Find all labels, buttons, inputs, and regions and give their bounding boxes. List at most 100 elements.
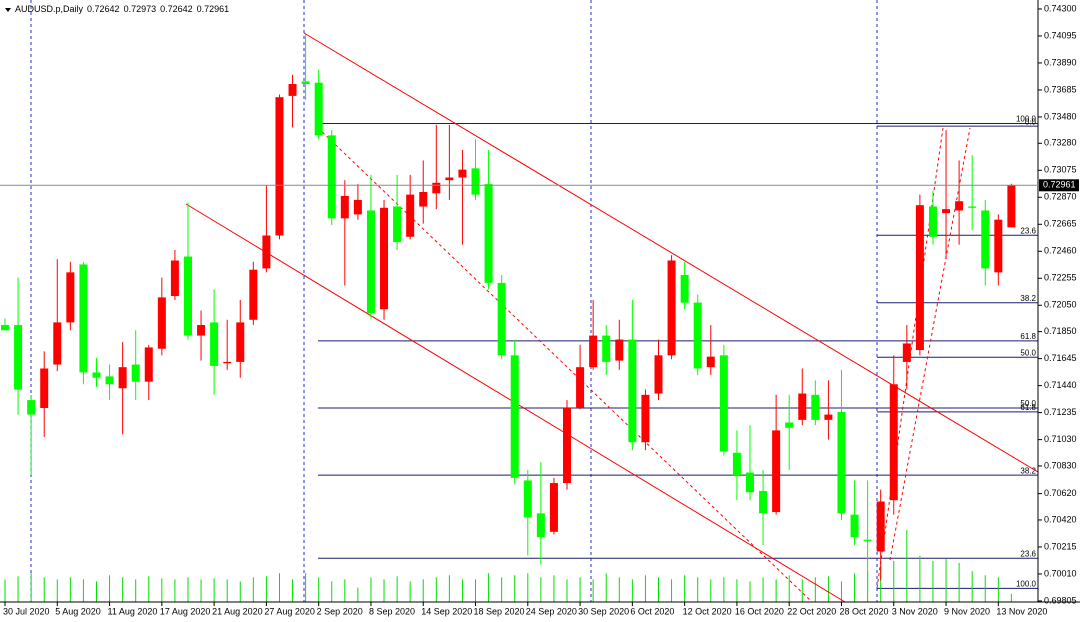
candle-body xyxy=(785,422,794,428)
y-tick-label: 0.69805 xyxy=(1044,595,1077,605)
low-value: 0.72642 xyxy=(160,4,193,14)
x-tick-label: 2 Sep 2020 xyxy=(317,606,363,616)
y-tick-label: 0.73075 xyxy=(1044,165,1077,175)
x-tick-label: 6 Oct 2020 xyxy=(630,606,674,616)
candle-body xyxy=(549,483,558,532)
candle-body xyxy=(745,472,754,493)
candle-body xyxy=(510,355,519,478)
fib-level-label: 100.0 xyxy=(1016,580,1037,589)
fib-level-label: 61.8 xyxy=(1020,332,1036,341)
candle-body xyxy=(288,84,297,96)
candle-body xyxy=(576,367,585,409)
candle-body xyxy=(53,322,62,365)
y-tick-label: 0.71645 xyxy=(1044,353,1077,363)
candle-body xyxy=(144,347,153,382)
candle-body xyxy=(79,264,88,373)
candles-layer xyxy=(1,32,1016,590)
x-tick-label: 17 Aug 2020 xyxy=(160,606,211,616)
candle-body xyxy=(223,361,232,364)
candle-body xyxy=(419,192,428,207)
candle-body xyxy=(850,514,859,538)
chart-header: AUDUSD.p,Daily 0.72642 0.72973 0.72642 0.729… xyxy=(15,4,229,14)
current-price-box xyxy=(1039,179,1079,192)
candle-body xyxy=(889,384,898,501)
candle-body xyxy=(798,393,807,420)
candle-body xyxy=(118,367,127,389)
candle-body xyxy=(275,97,284,236)
period-separators xyxy=(30,0,878,602)
axis-layer: 0.74300 0.74095 0.73890 0.73685 0.73480 0.732… xyxy=(0,3,1079,616)
candle-body xyxy=(523,480,532,518)
candle-body xyxy=(445,177,454,181)
candle-body xyxy=(902,343,911,362)
candle-body xyxy=(968,206,977,208)
candle-body xyxy=(432,182,441,194)
fib-level-label: 23.6 xyxy=(1020,549,1036,558)
y-tick-label: 0.74095 xyxy=(1044,30,1077,40)
candle-body xyxy=(732,452,741,476)
fib-level-label: 0.0 xyxy=(1025,117,1037,126)
y-tick-label: 0.71440 xyxy=(1044,380,1077,390)
candle-body xyxy=(131,364,140,382)
candle-body xyxy=(484,184,493,283)
candle-body xyxy=(92,372,101,378)
candle-body xyxy=(183,256,192,336)
candle-body xyxy=(680,274,689,303)
y-tick-label: 0.70620 xyxy=(1044,488,1077,498)
candle-body xyxy=(366,210,375,314)
x-tick-label: 12 Oct 2020 xyxy=(683,606,732,616)
candle-body xyxy=(928,206,937,237)
candle-body xyxy=(824,414,833,420)
candle-body xyxy=(1007,185,1016,228)
candle-body xyxy=(628,339,637,443)
candle-body xyxy=(667,260,676,356)
y-tick-label: 0.72460 xyxy=(1044,246,1077,256)
candle-body xyxy=(157,297,166,349)
candle-body xyxy=(955,201,964,211)
candle-body xyxy=(536,513,545,538)
candle-body xyxy=(641,394,650,443)
x-tick-label: 3 Nov 2020 xyxy=(892,606,938,616)
candle-body xyxy=(772,430,781,513)
candle-body xyxy=(40,368,49,409)
candle-body xyxy=(458,169,467,178)
channel-upper xyxy=(303,32,1039,473)
y-tick-label: 0.70420 xyxy=(1044,514,1077,524)
candle-body xyxy=(353,199,362,215)
candle-body xyxy=(602,335,611,362)
candle-body xyxy=(693,302,702,369)
candle-body xyxy=(236,322,245,362)
x-tick-label: 14 Sep 2020 xyxy=(421,606,472,616)
candle-body xyxy=(615,339,624,361)
x-tick-label: 28 Oct 2020 xyxy=(839,606,888,616)
candle-body xyxy=(471,168,480,195)
y-tick-label: 0.72665 xyxy=(1044,219,1077,229)
candle-body xyxy=(27,400,36,415)
candle-body xyxy=(706,356,715,368)
y-tick-label: 0.73685 xyxy=(1044,84,1077,94)
fib-level-label: 50.0 xyxy=(1020,399,1036,408)
open-value: 0.72642 xyxy=(87,4,120,14)
candle-body xyxy=(942,209,951,214)
y-tick-label: 0.70010 xyxy=(1044,568,1077,578)
x-tick-label: 9 Nov 2020 xyxy=(944,606,990,616)
volume-layer xyxy=(4,530,1012,602)
candle-body xyxy=(210,322,219,366)
x-tick-label: 16 Oct 2020 xyxy=(735,606,784,616)
fib-level-label: 23.6 xyxy=(1020,226,1036,235)
y-tick-label: 0.72255 xyxy=(1044,273,1077,283)
menu-arrow[interactable] xyxy=(5,8,11,12)
fibonacci-layer: 23.638.250.061.8100.00.023.638.250.061.8… xyxy=(318,115,1038,589)
candle-body xyxy=(981,210,990,269)
candle-body xyxy=(314,82,323,136)
candle-body xyxy=(393,206,402,243)
x-tick-label: 5 Aug 2020 xyxy=(55,606,101,616)
current-price-label: 0.72961 xyxy=(1043,180,1076,190)
candle-body xyxy=(654,355,663,394)
candle-body xyxy=(563,408,572,484)
high-value: 0.72973 xyxy=(124,4,157,14)
x-tick-label: 30 Sep 2020 xyxy=(578,606,629,616)
candle-body xyxy=(915,205,924,351)
x-tick-label: 8 Sep 2020 xyxy=(369,606,415,616)
y-tick-label: 0.71030 xyxy=(1044,434,1077,444)
